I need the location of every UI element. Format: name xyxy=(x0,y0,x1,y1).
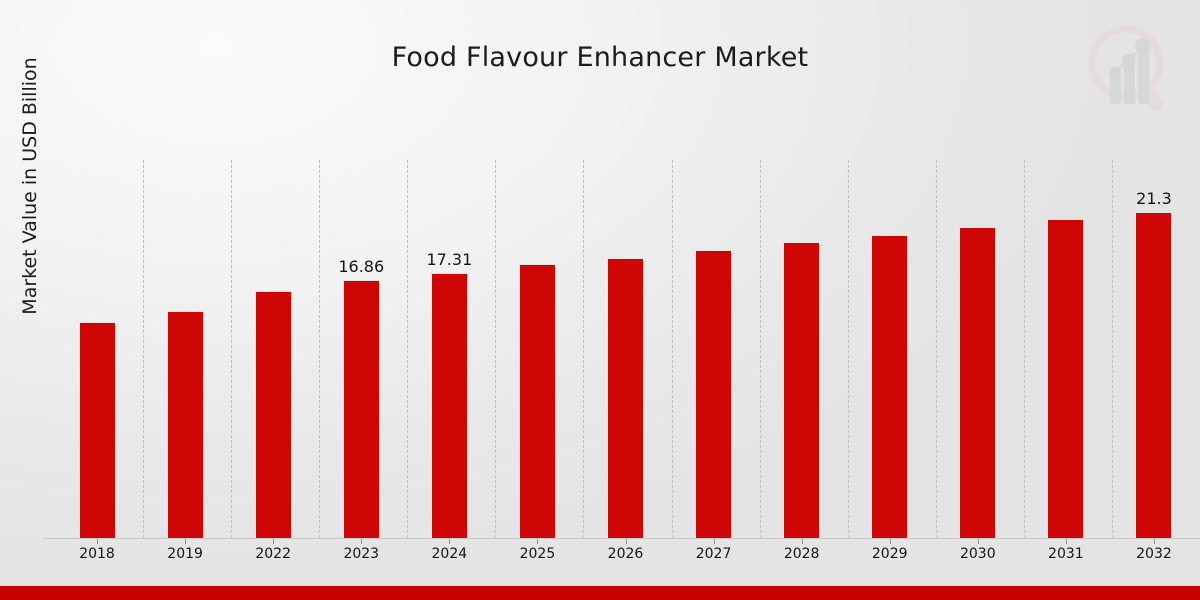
x-tick-2032 xyxy=(1153,539,1155,544)
x-tick-2024 xyxy=(449,539,451,544)
x-tick-2027 xyxy=(713,539,715,544)
bar-2023[interactable] xyxy=(342,279,380,538)
gridline xyxy=(495,160,497,538)
gridline xyxy=(759,160,761,538)
gridline xyxy=(935,160,937,538)
gridline xyxy=(671,160,673,538)
gridline xyxy=(847,160,849,538)
x-tick-label-2027: 2027 xyxy=(695,546,732,562)
gridline xyxy=(583,160,585,538)
x-axis-line xyxy=(43,538,1200,539)
x-tick-label-2030: 2030 xyxy=(959,546,996,562)
x-tick-label-2024: 2024 xyxy=(431,546,468,562)
x-tick-label-2025: 2025 xyxy=(519,546,556,562)
x-tick-2019 xyxy=(185,539,187,544)
gridline xyxy=(1111,160,1113,538)
x-tick-label-2031: 2031 xyxy=(1048,546,1084,562)
gridline xyxy=(231,160,233,538)
footer-accent-bar xyxy=(0,586,1200,600)
x-tick-2031 xyxy=(1065,539,1067,544)
gridline xyxy=(143,160,145,538)
x-tick-label-2019: 2019 xyxy=(167,546,203,562)
bar-2029[interactable] xyxy=(871,234,909,538)
gridline xyxy=(407,160,409,538)
magnifying-glass-bar-chart-logo xyxy=(1078,17,1182,121)
bar-value-label-2032: 21.3 xyxy=(1136,188,1172,208)
x-tick-2025 xyxy=(537,539,539,544)
x-tick-label-2028: 2028 xyxy=(783,546,820,562)
plot-area xyxy=(55,160,1200,538)
x-tick-2022 xyxy=(273,539,275,544)
x-tick-label-2032: 2032 xyxy=(1136,546,1172,562)
bar-2032[interactable] xyxy=(1135,211,1173,538)
bar-2030[interactable] xyxy=(959,227,997,538)
page-title: Food Flavour Enhancer Market xyxy=(391,42,809,73)
y-axis-title: Market Value in USD Billion xyxy=(19,57,41,315)
bar-2031[interactable] xyxy=(1047,219,1085,538)
x-tick-label-2026: 2026 xyxy=(607,546,644,562)
bar-2027[interactable] xyxy=(695,250,733,538)
x-tick-2030 xyxy=(977,539,979,544)
bar-2026[interactable] xyxy=(607,257,644,538)
x-tick-label-2018: 2018 xyxy=(79,546,115,562)
x-tick-2018 xyxy=(97,539,99,544)
x-tick-2026 xyxy=(625,539,627,544)
bar-2019[interactable] xyxy=(166,311,204,538)
bar-2028[interactable] xyxy=(783,242,821,538)
bar-value-label-2024: 17.31 xyxy=(426,249,473,269)
x-tick-label-2029: 2029 xyxy=(871,546,908,562)
bar-2018[interactable] xyxy=(78,322,116,538)
gridline xyxy=(1023,160,1025,538)
gridline xyxy=(319,160,321,538)
x-tick-label-2022: 2022 xyxy=(255,546,291,562)
x-tick-label-2023: 2023 xyxy=(343,546,380,562)
x-tick-2023 xyxy=(361,539,363,544)
bar-2024[interactable] xyxy=(430,272,468,538)
bar-value-label-2023: 16.86 xyxy=(338,256,385,276)
x-tick-2028 xyxy=(801,539,803,544)
bar-2022[interactable] xyxy=(254,291,292,538)
x-tick-2029 xyxy=(889,539,891,544)
bar-2025[interactable] xyxy=(518,263,556,538)
